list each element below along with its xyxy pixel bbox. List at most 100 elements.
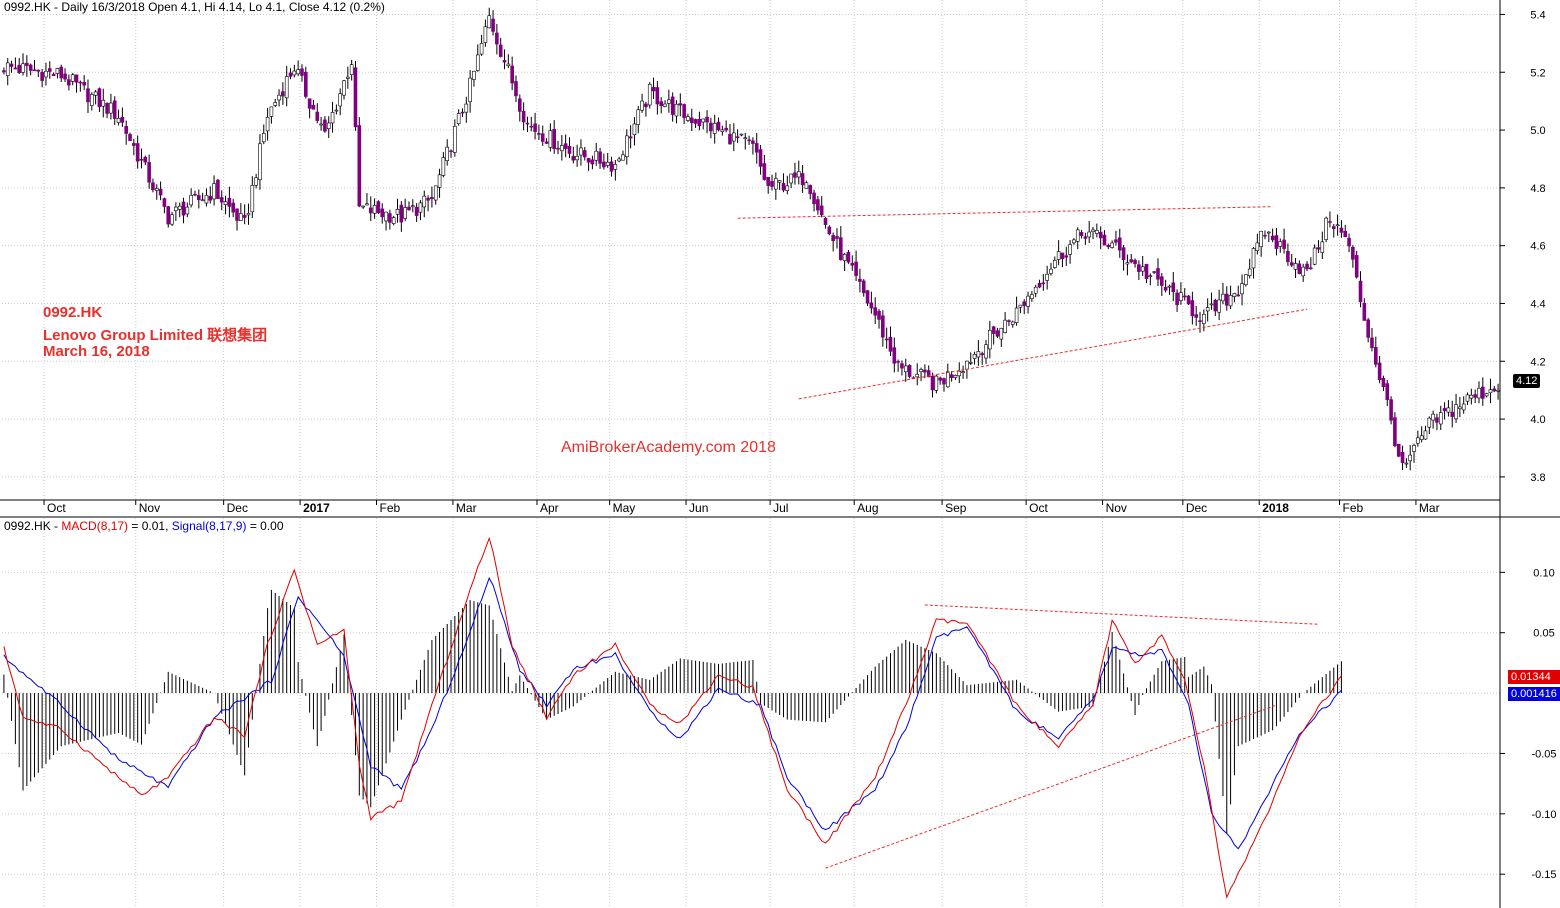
candle-body	[831, 235, 835, 242]
candle-body	[1121, 247, 1126, 261]
candle-body	[154, 188, 159, 191]
candle-body	[1419, 435, 1424, 440]
candle-body	[689, 117, 694, 124]
candle-body	[842, 254, 847, 261]
candle-body	[1396, 443, 1401, 457]
candle-body	[395, 209, 400, 215]
candle-body	[1473, 394, 1477, 398]
candle-body	[204, 194, 209, 204]
macd-lines	[3, 536, 1342, 899]
candle-body	[235, 208, 239, 221]
candle-body	[644, 103, 648, 108]
candle-body	[433, 185, 438, 201]
signal-line	[3, 576, 1342, 850]
candle-body	[1481, 386, 1485, 399]
price-trendline	[737, 206, 1273, 219]
candle-body	[1140, 266, 1145, 272]
candle-body	[82, 82, 86, 86]
candle-body	[1381, 377, 1386, 388]
candle-body	[1030, 294, 1034, 299]
candle-body	[793, 172, 797, 178]
candle-body	[97, 88, 102, 108]
candle-body	[957, 370, 962, 377]
candle-body	[846, 251, 851, 263]
candle-body	[1366, 319, 1370, 338]
candle-body	[449, 150, 453, 153]
candle-body	[338, 93, 342, 107]
candle-body	[884, 338, 889, 341]
candle-body	[296, 69, 300, 75]
candle-body	[586, 158, 591, 163]
candle-body	[861, 280, 866, 294]
candle-body	[330, 112, 335, 124]
candle-body	[2, 70, 6, 73]
candle-body	[323, 119, 327, 132]
candle-body	[1163, 286, 1168, 291]
macd-tick-label: -0.10	[1531, 809, 1556, 821]
candle-body	[735, 136, 740, 139]
candle-body	[1427, 417, 1432, 428]
month-label: Dec	[1186, 501, 1207, 515]
candle-body	[1404, 462, 1409, 465]
macd-tick-label: 0.05	[1533, 628, 1554, 640]
candle-body	[411, 205, 415, 208]
candle-body	[170, 214, 174, 225]
close-price-tag: 4.12	[1513, 374, 1541, 388]
candle-body	[873, 307, 877, 316]
candle-body	[139, 158, 144, 161]
candle-body	[647, 84, 652, 106]
candle-body	[1305, 263, 1309, 270]
price-tick-label: 4.4	[1530, 298, 1545, 310]
candle-body	[1129, 259, 1134, 263]
candle-body	[976, 351, 981, 358]
candle-body	[1488, 389, 1493, 394]
candle-body	[74, 74, 79, 83]
macd-tick-label: -0.05	[1531, 748, 1556, 760]
candle-body	[563, 143, 568, 149]
candle-body	[174, 206, 178, 212]
candle-body	[946, 371, 950, 388]
candle-body	[368, 207, 373, 214]
candle-body	[988, 329, 992, 350]
candle-body	[158, 188, 163, 196]
candle-body	[185, 206, 190, 215]
candle-body	[850, 262, 855, 266]
candle-body	[869, 302, 874, 309]
candle-body	[965, 360, 969, 370]
candle-body	[1286, 250, 1290, 263]
macd-legend-label: MACD(8,17)	[61, 519, 129, 533]
price-tick-label: 3.8	[1530, 472, 1545, 484]
price-tick-label: 4.2	[1530, 356, 1545, 368]
candle-body	[1270, 235, 1275, 241]
candle-body	[407, 206, 411, 211]
candle-body	[934, 375, 939, 391]
candle-body	[609, 161, 614, 172]
grid-lines	[2, 0, 1500, 908]
candle-body	[1416, 437, 1420, 444]
candle-body	[250, 185, 255, 213]
candle-body	[709, 122, 713, 132]
candle-body	[208, 195, 213, 201]
candle-body	[9, 63, 14, 67]
candle-body	[720, 129, 725, 132]
price-tick-label: 4.0	[1530, 414, 1545, 426]
candle-body	[544, 141, 549, 144]
price-tick-label: 4.8	[1530, 183, 1545, 195]
candle-body	[391, 217, 396, 224]
macd-pane-title: 0992.HK - MACD(8,17) = 0.01, Signal(8,17…	[4, 519, 284, 533]
candle-body	[1053, 260, 1057, 268]
candle-body	[1091, 229, 1095, 233]
candle-body	[25, 62, 29, 66]
candle-body	[732, 132, 736, 142]
candle-body	[628, 136, 633, 139]
candle-body	[1400, 451, 1405, 463]
candle-body	[273, 102, 278, 106]
candle-body	[51, 73, 56, 76]
candle-body	[361, 205, 365, 208]
candle-body	[1224, 293, 1229, 306]
candle-body	[716, 121, 721, 131]
candle-body	[460, 111, 465, 114]
candle-body	[1190, 300, 1195, 317]
candle-body	[582, 150, 587, 158]
candle-body	[525, 122, 530, 125]
